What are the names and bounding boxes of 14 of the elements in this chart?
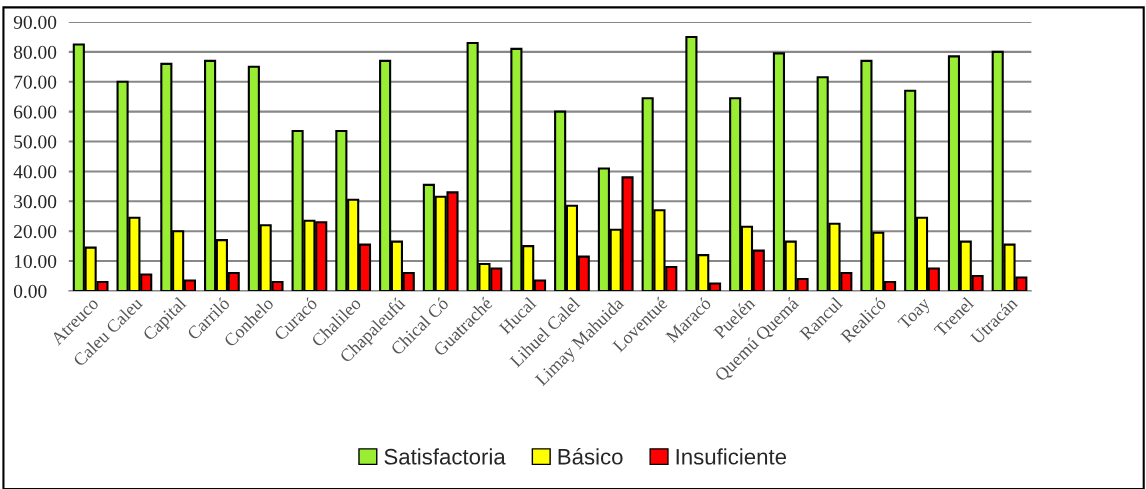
y-tick-label: 50.00	[14, 135, 57, 149]
y-tick-label: 20.00	[14, 225, 57, 239]
legend-label: Básico	[558, 448, 623, 465]
y-tick-label: 10.00	[14, 254, 57, 269]
y-tick-label: 80.00	[13, 45, 57, 59]
x-tick-label: Toay	[897, 296, 934, 333]
y-tick-label: 40.00	[13, 165, 57, 179]
legend-label: Insuficiente	[676, 448, 787, 465]
y-tick-label: 70.00	[14, 75, 57, 89]
legend-label: Satisfactoria	[384, 448, 506, 465]
y-tick-label: 0.00	[13, 284, 47, 298]
y-tick-label: 30.00	[14, 195, 57, 209]
y-tick-label: 90.00	[13, 15, 57, 30]
y-tick-label: 60.00	[14, 105, 57, 119]
